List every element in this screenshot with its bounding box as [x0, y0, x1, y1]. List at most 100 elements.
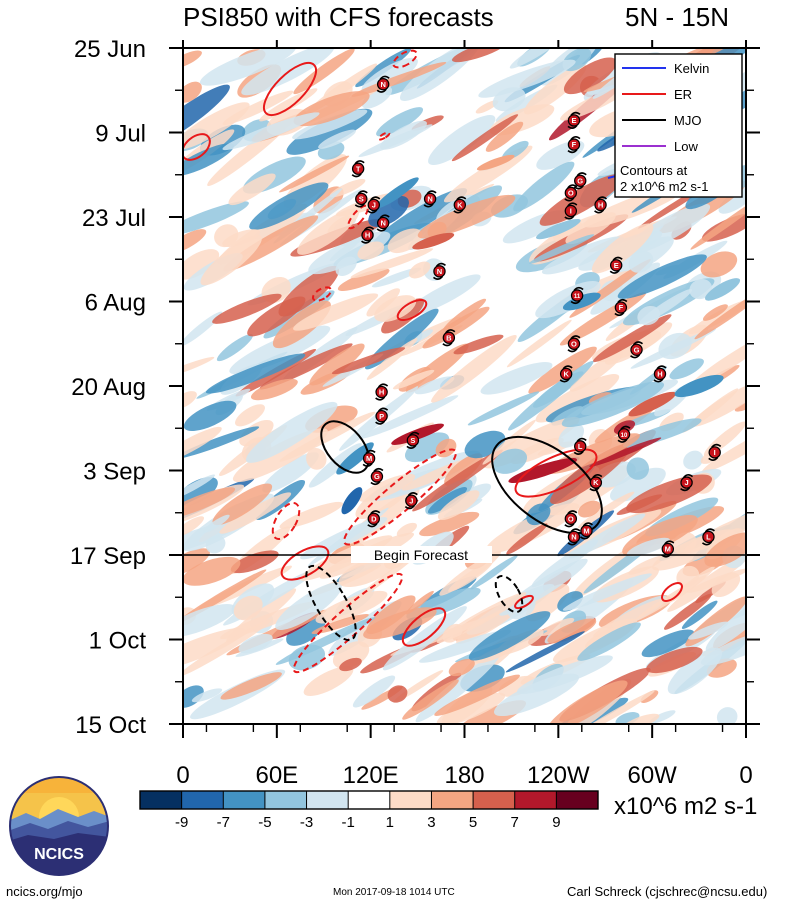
mjo-contour [320, 420, 370, 474]
anomaly-cell [222, 112, 320, 151]
colorbar-bin [431, 791, 474, 809]
anomaly-cell [183, 249, 220, 280]
anomaly-cell [485, 503, 580, 554]
anomaly-cell [357, 241, 385, 260]
storm-disk [594, 198, 607, 212]
anomaly-cell [336, 442, 374, 475]
colorbar-label: 9 [552, 814, 560, 831]
storm-marker: J [680, 474, 694, 492]
legend: Kelvin ER MJO Low Contours at2 x10^6 m2 s-1 [614, 53, 743, 198]
anomaly-cell [361, 86, 393, 109]
storm-disk [567, 138, 581, 151]
storm-label: N [571, 532, 576, 541]
storm-label: O [571, 339, 577, 348]
storm-label: D [371, 514, 377, 523]
mjo-contour-negative [305, 564, 357, 642]
anomaly-cell [442, 623, 463, 643]
storm-marker: F [567, 136, 581, 154]
colorbar-bin [389, 791, 432, 809]
anomaly-cell [565, 212, 616, 245]
anomaly-cell [230, 550, 279, 574]
anomaly-cell [535, 281, 601, 319]
anomaly-cell [641, 629, 695, 658]
legend-label: Kelvin [674, 61, 709, 76]
anomaly-cell [609, 467, 666, 502]
anomaly-cell [674, 374, 724, 398]
storm-disk [617, 428, 631, 441]
storm-marker: J [367, 196, 381, 214]
colorbar-label: -3 [300, 814, 313, 831]
colorbar-label: -5 [258, 814, 271, 831]
storm-disk [375, 409, 388, 423]
anomaly-cell [734, 401, 746, 412]
anomaly-cell [539, 173, 625, 226]
storm-label: B [446, 333, 452, 342]
anomaly-cell [372, 188, 468, 248]
anomaly-cell [531, 539, 599, 588]
anomaly-cell [279, 155, 350, 193]
anomaly-cell [593, 598, 664, 638]
anomaly-cell [376, 107, 424, 137]
anomaly-cell [183, 619, 272, 677]
anomaly-cell [529, 234, 595, 264]
mjo-contour-negative [494, 574, 524, 614]
anomaly-cell [623, 418, 702, 448]
logo-text: NCICS [34, 846, 84, 863]
anomaly-cell [183, 84, 230, 150]
storm-marker: N [423, 190, 437, 208]
anomaly-cell [306, 448, 327, 470]
anomaly-cell [297, 208, 360, 255]
anomaly-cell [382, 606, 467, 671]
anomaly-cell [509, 48, 567, 69]
storm-disk [567, 337, 581, 350]
anomaly-cell [428, 114, 496, 166]
storm-label: O [568, 188, 574, 197]
storm-marker: S [406, 431, 420, 449]
anomaly-cell [275, 617, 376, 665]
storm-label: N [380, 219, 385, 228]
storm-label: M [583, 526, 589, 535]
anomaly-cell [687, 332, 746, 390]
anomaly-cell [183, 477, 218, 507]
anomaly-cell [392, 369, 435, 390]
anomaly-cell [626, 537, 670, 557]
storm-disk [442, 331, 456, 344]
colorbar: -9 -7 -5 -3 -1 1 3 5 7 9 [139, 790, 599, 831]
anomaly-cell [183, 556, 241, 586]
legend-label: MJO [674, 113, 701, 128]
storm-marker: N [567, 528, 581, 546]
storm-marker: 10 [617, 425, 631, 443]
colorbar-bin [348, 791, 391, 809]
er-contour [661, 582, 683, 602]
storm-marker: M [362, 449, 376, 467]
storm-disk [367, 198, 380, 212]
anomaly-cell [387, 685, 408, 703]
storm-disk [367, 512, 380, 525]
er-contour-negative [377, 131, 391, 141]
anomaly-cell [637, 305, 661, 326]
site-url[interactable]: ncics.org/mjo [6, 884, 83, 899]
anomaly-cell [576, 690, 655, 724]
er-contour [263, 62, 317, 116]
x-tick-label: 60W [627, 762, 677, 789]
anomaly-cell [547, 680, 628, 724]
storm-marker: M [579, 522, 593, 540]
forecast-divider: Begin Forecast [183, 546, 746, 563]
anomaly-cell [405, 590, 434, 615]
anomaly-cell [183, 143, 234, 177]
storm-label: M [665, 545, 671, 554]
anomaly-cell [366, 288, 400, 317]
legend-note: 2 x10^6 m2 s-1 [620, 179, 708, 194]
anomaly-cell [516, 655, 613, 694]
legend-label: Low [674, 139, 698, 154]
storm-label: G [634, 345, 640, 354]
anomaly-cell [562, 292, 601, 311]
storm-label: P [379, 412, 384, 421]
storm-disk [376, 78, 390, 91]
colorbar-bin [181, 791, 224, 809]
anomaly-cell [525, 583, 570, 622]
storm-disk [370, 470, 384, 483]
storm-label: L [578, 442, 583, 451]
storm-disk [630, 343, 643, 356]
anomaly-cell [577, 491, 635, 529]
